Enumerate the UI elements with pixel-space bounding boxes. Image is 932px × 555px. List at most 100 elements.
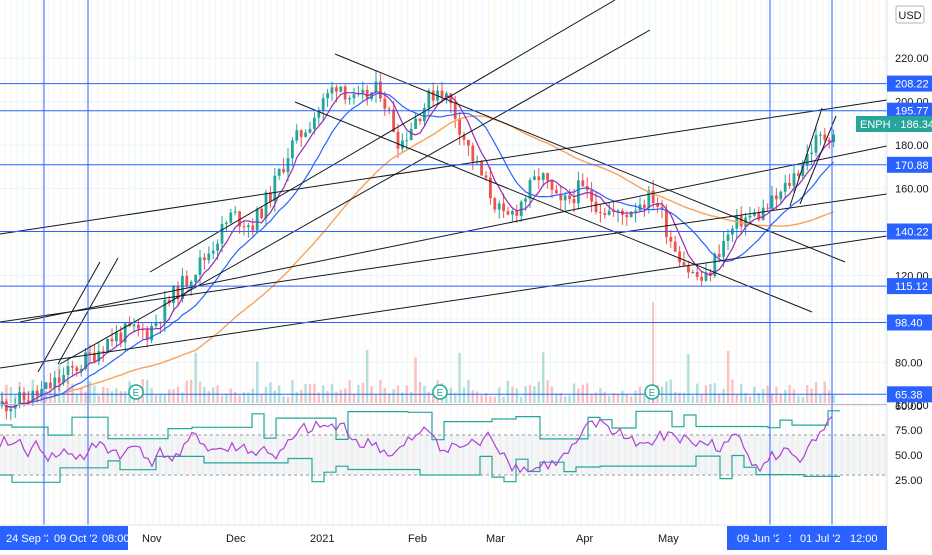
candle-body bbox=[475, 160, 479, 162]
price-tick: 180.00 bbox=[895, 140, 929, 152]
candle-body bbox=[172, 285, 175, 303]
candle-body bbox=[330, 87, 334, 94]
volume-bar bbox=[520, 396, 523, 403]
candle-body bbox=[656, 203, 659, 207]
time-label: 09 Jun '21 bbox=[737, 533, 787, 545]
volume-bar bbox=[225, 393, 228, 403]
volume-bar bbox=[414, 357, 417, 403]
volume-bar bbox=[735, 394, 738, 403]
candle-body bbox=[216, 243, 219, 251]
horizontal-levels[interactable] bbox=[0, 83, 887, 395]
candle-body bbox=[823, 134, 827, 140]
volume-bar bbox=[630, 396, 633, 403]
volume-bar bbox=[696, 383, 699, 403]
candle-body bbox=[550, 180, 554, 190]
volume-bar bbox=[238, 395, 241, 403]
candle-body bbox=[568, 195, 571, 199]
price-axis[interactable] bbox=[887, 0, 932, 550]
volume-bar bbox=[555, 393, 558, 403]
candle-body bbox=[673, 241, 677, 252]
svg-text:E: E bbox=[437, 388, 444, 399]
volume-bar bbox=[388, 393, 391, 403]
candle-body bbox=[291, 140, 294, 159]
level-value: 208.22 bbox=[895, 79, 929, 91]
time-badge bbox=[791, 526, 841, 550]
candle-body bbox=[115, 332, 118, 342]
volume-bar bbox=[779, 394, 782, 403]
candlesticks bbox=[0, 70, 835, 420]
candle-body bbox=[665, 209, 668, 237]
candle-body bbox=[599, 212, 602, 214]
volume-bar bbox=[352, 393, 356, 403]
volume-bar bbox=[106, 388, 109, 403]
volume-bar bbox=[168, 389, 171, 403]
candle-body bbox=[211, 250, 215, 254]
volume-bar bbox=[682, 392, 686, 403]
volume-bar bbox=[665, 381, 668, 403]
candle-body bbox=[704, 272, 708, 281]
candle-body bbox=[449, 93, 453, 104]
candle-body bbox=[559, 193, 563, 201]
svg-text:E: E bbox=[649, 388, 656, 399]
volume-bar bbox=[344, 388, 347, 403]
candle-body bbox=[660, 206, 664, 210]
candle-body bbox=[541, 173, 545, 181]
candle-body bbox=[220, 224, 224, 244]
price-tick: 220.00 bbox=[895, 53, 929, 65]
candle-body bbox=[805, 154, 809, 166]
candle-body bbox=[744, 217, 747, 227]
candle-body bbox=[761, 207, 765, 220]
candle-body bbox=[101, 351, 105, 353]
volume-bar bbox=[669, 379, 672, 403]
candle-body bbox=[484, 175, 488, 178]
volume-bar bbox=[392, 389, 395, 403]
candle-body bbox=[546, 173, 549, 181]
volume-bar bbox=[810, 388, 813, 403]
candle-body bbox=[326, 93, 329, 99]
candle-body bbox=[577, 180, 580, 204]
candle-body bbox=[348, 98, 351, 100]
volume-bar bbox=[300, 390, 303, 403]
volume-bar bbox=[295, 392, 298, 403]
volume-bar bbox=[203, 386, 206, 403]
volume-bar bbox=[286, 396, 290, 403]
candle-body bbox=[233, 211, 237, 213]
volume-bar bbox=[537, 381, 540, 403]
time-label: May bbox=[658, 533, 679, 545]
candle-body bbox=[277, 168, 281, 176]
volume-bar bbox=[506, 380, 510, 403]
trendlines[interactable] bbox=[0, 0, 888, 373]
volume-bar bbox=[379, 379, 382, 403]
time-label: 2021 bbox=[310, 533, 334, 545]
oscillator-band bbox=[0, 410, 887, 483]
volume-bar bbox=[330, 383, 334, 403]
volume-bar bbox=[572, 383, 576, 403]
candle-body bbox=[467, 139, 470, 146]
candle-body bbox=[185, 275, 189, 286]
volume-bar bbox=[220, 395, 224, 403]
vertical-lines[interactable] bbox=[43, 0, 833, 525]
volume-bar bbox=[269, 382, 272, 403]
candle-body bbox=[401, 140, 404, 149]
candle-body bbox=[225, 222, 228, 224]
candle-body bbox=[207, 253, 211, 260]
pane-separator[interactable] bbox=[0, 404, 887, 405]
volume-bar bbox=[190, 379, 193, 403]
currency-button[interactable]: USD bbox=[895, 5, 925, 24]
volume-bar bbox=[361, 382, 364, 403]
candle-body bbox=[35, 390, 39, 396]
candle-body bbox=[634, 210, 637, 212]
candle-body bbox=[418, 118, 422, 122]
candle-body bbox=[827, 139, 831, 143]
candle-body bbox=[471, 145, 475, 162]
volume-bar bbox=[110, 391, 114, 403]
candle-body bbox=[414, 118, 417, 129]
volume-bar bbox=[828, 390, 831, 403]
volume-bar bbox=[814, 382, 818, 403]
candle-body bbox=[383, 98, 387, 109]
volume-bar bbox=[515, 388, 518, 403]
level-price-labels: 208.22 195.77 170.88 140.22 115.12 98.40 65.38 bbox=[887, 75, 932, 403]
volume-bar bbox=[242, 392, 246, 403]
